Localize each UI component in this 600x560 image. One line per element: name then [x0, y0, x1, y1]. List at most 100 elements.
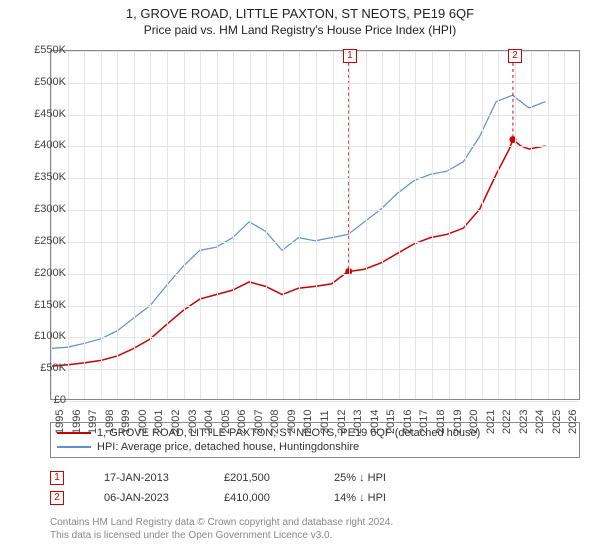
x-axis-tick-label: 2010 — [302, 410, 314, 434]
x-axis-tick-label: 2026 — [567, 410, 579, 434]
gridline-vertical — [51, 51, 52, 399]
title-block: 1, GROVE ROAD, LITTLE PAXTON, ST NEOTS, … — [0, 0, 600, 39]
y-axis-tick-label: £300K — [22, 203, 66, 215]
x-axis-tick-label: 2002 — [170, 410, 182, 434]
legend-item-hpi: HPI: Average price, detached house, Hunt… — [57, 440, 573, 454]
gridline-vertical — [68, 51, 69, 399]
gridline-horizontal — [51, 83, 579, 84]
disclaimer-line: Contains HM Land Registry data © Crown c… — [50, 516, 580, 529]
gridline-horizontal — [51, 210, 579, 211]
x-axis-tick-label: 1998 — [104, 410, 116, 434]
chart-container: 1, GROVE ROAD, LITTLE PAXTON, ST NEOTS, … — [0, 0, 600, 560]
gridline-vertical — [515, 51, 516, 399]
gridline-vertical — [299, 51, 300, 399]
y-axis-tick-label: £200K — [22, 267, 66, 279]
gridline-vertical — [217, 51, 218, 399]
x-axis-tick-label: 2005 — [220, 410, 232, 434]
y-axis-tick-label: £50K — [22, 362, 66, 374]
x-axis-tick-label: 2007 — [253, 410, 265, 434]
transaction-price: £410,000 — [224, 492, 294, 504]
gridline-horizontal — [51, 401, 579, 402]
chart-plot-area: 12 — [50, 50, 580, 400]
gridline-vertical — [134, 51, 135, 399]
gridline-vertical — [101, 51, 102, 399]
gridline-vertical — [266, 51, 267, 399]
gridline-vertical — [84, 51, 85, 399]
gridline-vertical — [366, 51, 367, 399]
x-axis-tick-label: 2016 — [402, 410, 414, 434]
gridline-horizontal — [51, 242, 579, 243]
gridline-vertical — [333, 51, 334, 399]
disclaimer-line: This data is licensed under the Open Gov… — [50, 529, 580, 542]
transaction-row: 2 06-JAN-2023 £410,000 14% ↓ HPI — [50, 488, 580, 508]
disclaimer: Contains HM Land Registry data © Crown c… — [50, 516, 580, 542]
gridline-vertical — [432, 51, 433, 399]
gridline-vertical — [548, 51, 549, 399]
gridline-vertical — [465, 51, 466, 399]
x-axis-tick-label: 2024 — [534, 410, 546, 434]
gridline-vertical — [449, 51, 450, 399]
transactions-table: 1 17-JAN-2013 £201,500 25% ↓ HPI 2 06-JA… — [50, 468, 580, 508]
y-axis-tick-label: £350K — [22, 171, 66, 183]
x-axis-tick-label: 2013 — [352, 410, 364, 434]
x-axis-tick-label: 2025 — [551, 410, 563, 434]
x-axis-tick-label: 2006 — [236, 410, 248, 434]
gridline-horizontal — [51, 306, 579, 307]
gridline-vertical — [184, 51, 185, 399]
chart-title: 1, GROVE ROAD, LITTLE PAXTON, ST NEOTS, … — [0, 6, 600, 21]
chart-svg — [51, 51, 579, 399]
gridline-vertical — [117, 51, 118, 399]
x-axis-tick-label: 1996 — [71, 410, 83, 434]
x-axis-tick-label: 2008 — [269, 410, 281, 434]
x-axis-tick-label: 2004 — [203, 410, 215, 434]
x-axis-tick-label: 2011 — [319, 410, 331, 434]
gridline-horizontal — [51, 337, 579, 338]
x-axis-tick-label: 2018 — [435, 410, 447, 434]
legend-swatch — [57, 446, 91, 448]
gridline-vertical — [482, 51, 483, 399]
gridline-vertical — [150, 51, 151, 399]
gridline-horizontal — [51, 115, 579, 116]
gridline-vertical — [498, 51, 499, 399]
gridline-vertical — [531, 51, 532, 399]
x-axis-tick-label: 2022 — [501, 410, 513, 434]
x-axis-tick-label: 2021 — [485, 410, 497, 434]
y-axis-tick-label: £250K — [22, 235, 66, 247]
x-axis-tick-label: 2000 — [137, 410, 149, 434]
y-axis-tick-label: £450K — [22, 108, 66, 120]
gridline-horizontal — [51, 178, 579, 179]
x-axis-tick-label: 2019 — [452, 410, 464, 434]
x-axis-tick-label: 2003 — [187, 410, 199, 434]
gridline-vertical — [382, 51, 383, 399]
x-axis-tick-label: 2012 — [336, 410, 348, 434]
y-axis-tick-label: £550K — [22, 44, 66, 56]
transaction-marker-icon: 1 — [50, 471, 64, 485]
x-axis-tick-label: 1995 — [54, 410, 66, 434]
transaction-delta: 14% ↓ HPI — [334, 492, 424, 504]
marker-label-box: 1 — [343, 49, 357, 63]
gridline-horizontal — [51, 369, 579, 370]
gridline-horizontal — [51, 146, 579, 147]
chart-subtitle: Price paid vs. HM Land Registry's House … — [0, 23, 600, 37]
y-axis-tick-label: £400K — [22, 139, 66, 151]
y-axis-tick-label: £100K — [22, 330, 66, 342]
x-axis-tick-label: 2023 — [518, 410, 530, 434]
gridline-vertical — [250, 51, 251, 399]
y-axis-tick-label: £150K — [22, 299, 66, 311]
gridline-vertical — [316, 51, 317, 399]
transaction-date: 17-JAN-2013 — [104, 472, 184, 484]
transaction-row: 1 17-JAN-2013 £201,500 25% ↓ HPI — [50, 468, 580, 488]
x-axis-tick-label: 2017 — [418, 410, 430, 434]
gridline-vertical — [399, 51, 400, 399]
gridline-vertical — [349, 51, 350, 399]
gridline-vertical — [415, 51, 416, 399]
transaction-delta: 25% ↓ HPI — [334, 472, 424, 484]
gridline-vertical — [200, 51, 201, 399]
x-axis-tick-label: 1997 — [87, 410, 99, 434]
x-axis-tick-label: 1999 — [120, 410, 132, 434]
gridline-vertical — [283, 51, 284, 399]
x-axis-tick-label: 2020 — [468, 410, 480, 434]
x-axis-tick-label: 2001 — [153, 410, 165, 434]
y-axis-tick-label: £0 — [22, 394, 66, 406]
gridline-horizontal — [51, 51, 579, 52]
